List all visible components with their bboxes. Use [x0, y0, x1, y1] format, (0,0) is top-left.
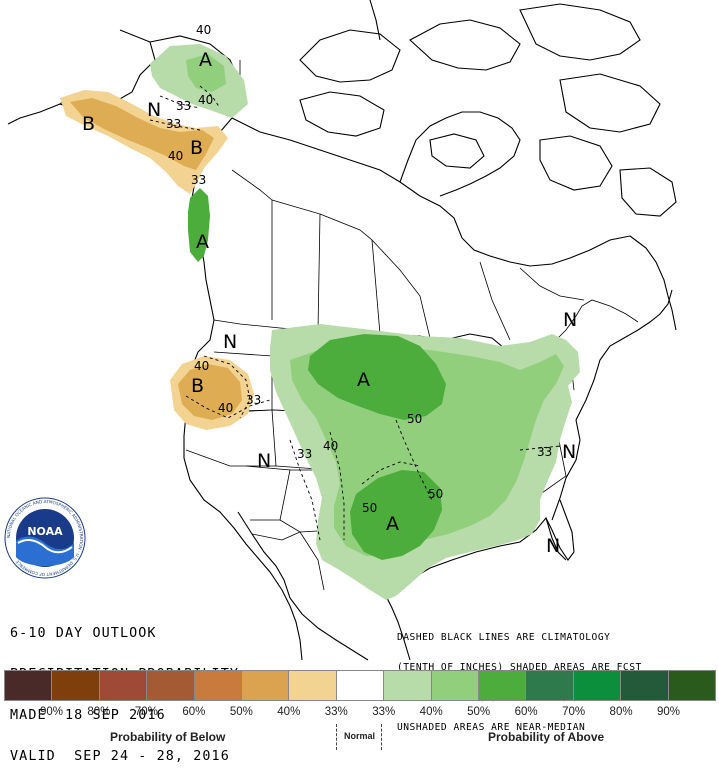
legend-swatch-3 — [99, 671, 148, 700]
legend-normal-divider-left — [336, 724, 337, 750]
title-line-made: MADE 18 SEP 2016 — [10, 707, 166, 723]
legend-swatch-2 — [52, 671, 100, 700]
legend-percent-13: 80% — [609, 706, 633, 718]
legend-caption-below: Probability of Below — [110, 730, 226, 744]
legend-swatch-6 — [242, 671, 290, 700]
contour-label-plains-40: 40 — [323, 439, 338, 453]
title-line-product: 6-10 DAY OUTLOOK — [10, 626, 157, 642]
climatology-lines — [149, 85, 561, 541]
legend-swatch-10 — [431, 671, 480, 700]
contour-label-west-40b: 40 — [218, 401, 233, 415]
legend-swatch-13 — [573, 671, 622, 700]
contour-label-plains-50: 50 — [407, 412, 422, 426]
legend-swatch-4 — [147, 671, 195, 700]
legend-swatch-11 — [479, 671, 527, 700]
map-letter-south-above: A — [386, 513, 399, 535]
map-letter-alaska-normal: N — [147, 99, 161, 121]
contour-label-plains-33: 33 — [297, 447, 312, 461]
logo-wordmark: NOAA — [27, 525, 63, 538]
map-letter-panhandle-above: A — [196, 231, 209, 253]
shade-plains-above-50 — [308, 334, 446, 420]
legend-percent-11: 60% — [514, 706, 538, 718]
shade-alaska-above-40 — [186, 54, 226, 92]
legend-swatches — [4, 670, 716, 701]
contour-label-ak-40: 40 — [198, 93, 213, 107]
legend-percent-7: 33% — [324, 706, 348, 718]
shade-alaska-below-40 — [70, 98, 214, 170]
noaa-logo: NOAA NATIONAL OCEANIC AND ATMOSPHERIC AD… — [4, 497, 86, 579]
notes-line-1: DASHED BLACK LINES ARE CLIMATOLOGY — [397, 632, 611, 643]
contour-label-west-33: 33 — [246, 393, 261, 407]
legend-percent-10: 50% — [467, 706, 491, 718]
contour-label-ak-33: 33 — [176, 99, 191, 113]
legend-swatch-5 — [194, 671, 243, 700]
legend-percent-9: 40% — [419, 706, 443, 718]
legend-swatch-12 — [526, 671, 574, 700]
legend-percent-1: 90% — [39, 706, 63, 718]
contour-label-east-33: 33 — [537, 445, 552, 459]
map-letter-east-normal-se: N — [562, 441, 576, 463]
shade-panhandle-above — [188, 188, 210, 262]
map-letter-alaska-below: B — [82, 113, 95, 135]
legend-swatch-14 — [621, 671, 669, 700]
legend-percent-6: 40% — [277, 706, 301, 718]
legend-percent-4: 60% — [182, 706, 206, 718]
legend-caption-above: Probability of Above — [488, 730, 605, 744]
legend-percent-8: 33% — [372, 706, 396, 718]
legend-swatch-9 — [384, 671, 432, 700]
probability-legend: 90% 80% 70% 60% 50% 40% 33% 33% 40% 50% 60% 70% 80% 9… — [0, 670, 719, 759]
contour-label-south-50b: 50 — [428, 487, 443, 501]
map-letter-east-normal-fl: N — [546, 535, 560, 557]
map-letter-east-normal-ne: N — [563, 309, 577, 331]
map-letter-oregon-normal: N — [223, 331, 237, 353]
legend-percent-12: 70% — [562, 706, 586, 718]
map-letter-se-alaska-below: B — [190, 137, 203, 159]
legend-percent-3: 70% — [134, 706, 158, 718]
map-letter-west-below: B — [191, 375, 204, 397]
legend-caption-normal: Normal — [344, 731, 376, 741]
map-letter-plains-above: A — [357, 369, 370, 391]
shade-south-above-50 — [350, 470, 442, 560]
logo-wave-line — [17, 539, 73, 554]
legend-percentages: 90% 80% 70% 60% 50% 40% 33% 33% 40% 50% 60% 70% 80% 9… — [4, 706, 716, 720]
legend-swatch-7 — [289, 671, 337, 700]
contour-label-ak-33c: 33 — [191, 173, 206, 187]
logo-wave — [16, 536, 74, 566]
contour-label-ak-40-top: 40 — [196, 23, 211, 37]
legend-swatch-8 — [336, 671, 385, 700]
contour-label-ak-40c: 40 — [168, 149, 183, 163]
contour-label-west-40a: 40 — [194, 359, 209, 373]
outlook-map: A B N B A N B N A A N N N 40 33 40 33 40… — [7, 0, 677, 661]
contour-label-south-50a: 50 — [362, 501, 377, 515]
shade-west-below-40 — [178, 364, 242, 420]
map-letter-alaska-above: A — [199, 49, 212, 71]
coastlines — [7, 0, 677, 661]
legend-swatch-1 — [5, 671, 53, 700]
legend-percent-2: 80% — [87, 706, 111, 718]
map-letter-southwest-normal: N — [257, 450, 271, 472]
legend-normal-divider-right — [381, 724, 382, 750]
legend-swatch-15 — [668, 671, 716, 700]
notes-line-2: (TENTH OF INCHES) SHADED AREAS ARE FCST — [397, 662, 642, 673]
legend-percent-14: 90% — [657, 706, 681, 718]
legend-percent-5: 50% — [229, 706, 253, 718]
notes-line-4: UNSHADED AREAS ARE NEAR-MEDIAN — [397, 722, 586, 733]
contour-label-ak-33b: 33 — [166, 117, 181, 131]
